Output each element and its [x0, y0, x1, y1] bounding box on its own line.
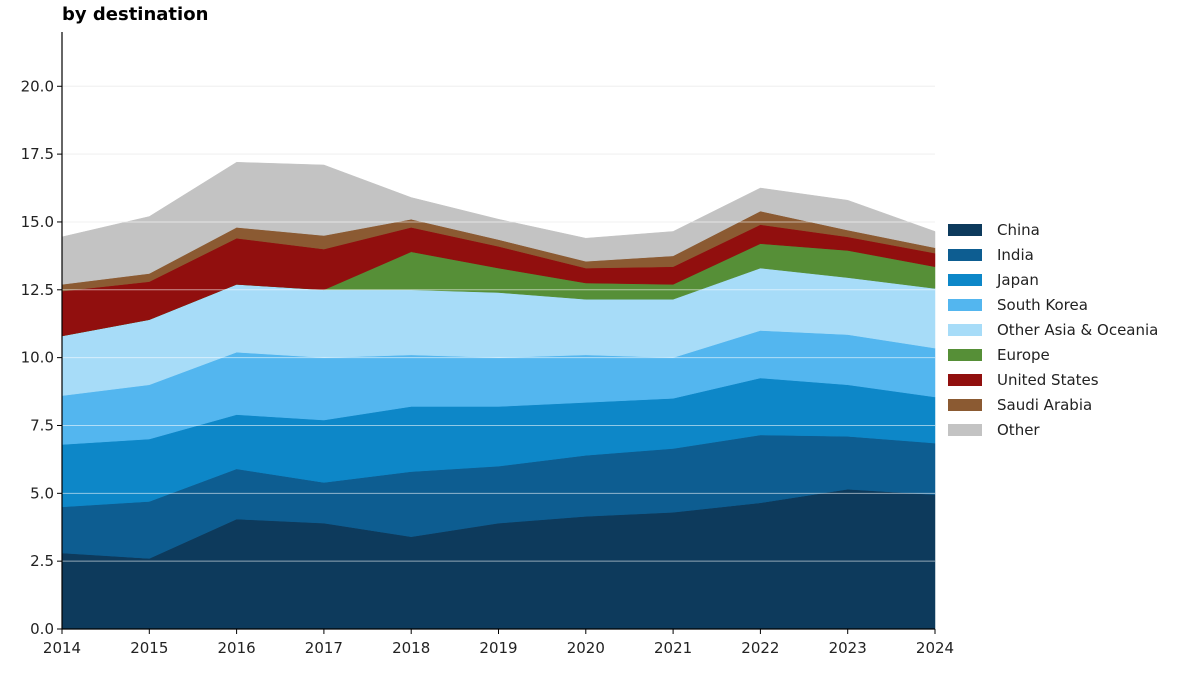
x-tick-label: 2021: [654, 639, 692, 657]
x-tick-label: 2017: [305, 639, 343, 657]
x-tick-label: 2023: [829, 639, 867, 657]
legend-swatch: [948, 248, 982, 261]
area-series: [61, 161, 936, 630]
legend-label: Europe: [997, 345, 1050, 364]
legend-item-united-states: United States: [948, 367, 1158, 392]
y-tick-label: 17.5: [21, 145, 54, 163]
gridlines-overlay: [62, 85, 935, 562]
legend-item-other: Other: [948, 417, 1158, 442]
y-tick-label: 7.5: [30, 416, 54, 434]
legend-label: Other: [997, 420, 1040, 439]
y-tick-label: 10.0: [21, 349, 54, 367]
legend-item-europe: Europe: [948, 342, 1158, 367]
legend-label: Saudi Arabia: [997, 395, 1093, 414]
legend-item-japan: Japan: [948, 267, 1158, 292]
legend-swatch: [948, 373, 982, 386]
legend-swatch: [948, 423, 982, 436]
legend-item-saudi-arabia: Saudi Arabia: [948, 392, 1158, 417]
legend-item-india: India: [948, 242, 1158, 267]
x-tick-label: 2022: [741, 639, 779, 657]
x-tick-label: 2024: [916, 639, 954, 657]
y-tick-label: 12.5: [21, 281, 54, 299]
x-tick-label: 2019: [479, 639, 517, 657]
y-tick-label: 0.0: [30, 620, 54, 638]
x-tick-label: 2016: [218, 639, 256, 657]
legend-swatch: [948, 348, 982, 361]
area-other: [61, 161, 936, 285]
y-tick-label: 2.5: [30, 552, 54, 570]
legend-label: China: [997, 220, 1040, 239]
legend: China India Japan South Korea Other Asia & O…: [948, 217, 1158, 442]
legend-item-other-asia-oceania: Other Asia & Oceania: [948, 317, 1158, 342]
y-tick-label: 15.0: [21, 213, 54, 231]
x-tick-label: 2015: [130, 639, 168, 657]
legend-swatch: [948, 223, 982, 236]
x-tick-label: 2014: [43, 639, 81, 657]
tick-labels: 0.0 2.5 5.0 7.5 10.0 12.5 15.0 17.5 20.0 2014 2015…: [21, 77, 955, 657]
y-tick-label: 5.0: [30, 484, 54, 502]
legend-swatch: [948, 273, 982, 286]
legend-label: United States: [997, 370, 1099, 389]
legend-label: India: [997, 245, 1034, 264]
legend-swatch: [948, 398, 982, 411]
legend-item-south-korea: South Korea: [948, 292, 1158, 317]
y-tick-label: 20.0: [21, 77, 54, 95]
legend-label: Japan: [997, 270, 1039, 289]
x-tick-label: 2018: [392, 639, 430, 657]
legend-label: Other Asia & Oceania: [997, 320, 1159, 339]
chart-title: by destination: [62, 4, 209, 25]
legend-swatch: [948, 298, 982, 311]
axes: [57, 32, 936, 634]
legend-item-china: China: [948, 217, 1158, 242]
legend-swatch: [948, 323, 982, 336]
legend-label: South Korea: [997, 295, 1088, 314]
x-tick-label: 2020: [567, 639, 605, 657]
